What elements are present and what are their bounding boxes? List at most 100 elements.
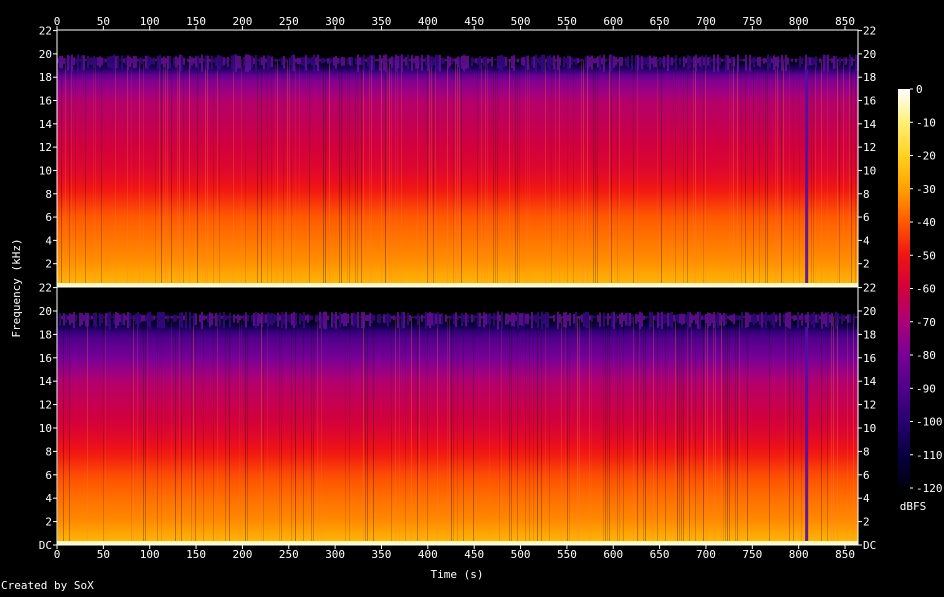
x-tick-label-bottom: 350 bbox=[372, 548, 392, 561]
y-tick-label-left: 8 bbox=[45, 188, 52, 201]
y-tick-label-right: 12 bbox=[863, 141, 876, 154]
x-tick-label-top: 750 bbox=[742, 15, 762, 28]
y-tick-label-right: 20 bbox=[863, 48, 876, 61]
y-tick-label-left: 4 bbox=[45, 234, 52, 247]
x-axis-label: Time (s) bbox=[431, 568, 484, 581]
y-tick-label-left: 16 bbox=[39, 352, 52, 365]
x-tick-label-top: 150 bbox=[186, 15, 206, 28]
y-tick-label-left: 10 bbox=[39, 164, 52, 177]
y-tick-label-right: 6 bbox=[863, 469, 870, 482]
x-tick-label-bottom: 200 bbox=[232, 548, 252, 561]
y-tick-label-left: 22 bbox=[39, 282, 52, 295]
x-tick-label-bottom: 750 bbox=[742, 548, 762, 561]
y-tick-label-right: 22 bbox=[863, 282, 876, 295]
colorbar-tick-label: -100 bbox=[916, 416, 943, 429]
y-tick-label-right: 2 bbox=[863, 258, 870, 271]
y-tick-label-left: 10 bbox=[39, 422, 52, 435]
y-tick-label-right: 12 bbox=[863, 399, 876, 412]
dc-line bbox=[57, 541, 858, 545]
y-axis-label: Frequency (kHz) bbox=[10, 238, 23, 337]
x-tick-label-bottom: 250 bbox=[279, 548, 299, 561]
x-tick-label-top: 700 bbox=[696, 15, 716, 28]
colorbar-tick-label: -40 bbox=[916, 216, 936, 229]
y-tick-label-right: 10 bbox=[863, 422, 876, 435]
x-tick-label-bottom: 800 bbox=[789, 548, 809, 561]
y-tick-label-left: 20 bbox=[39, 305, 52, 318]
colorbar-tick-label: -10 bbox=[916, 116, 936, 129]
y-tick-label-right: 4 bbox=[863, 492, 870, 505]
dropout-streak bbox=[805, 327, 808, 541]
y-tick-label-right: 16 bbox=[863, 95, 876, 108]
x-tick-label-top: 300 bbox=[325, 15, 345, 28]
x-tick-label-top: 250 bbox=[279, 15, 299, 28]
x-tick-label-top: 200 bbox=[232, 15, 252, 28]
credit-text: Created by SoX bbox=[1, 579, 94, 592]
y-tick-label-right: 2 bbox=[863, 516, 870, 529]
spectrogram-channel-1 bbox=[57, 30, 859, 287]
dropout-streak bbox=[805, 70, 808, 283]
colorbar-tick-label: -20 bbox=[916, 150, 936, 163]
x-tick-label-bottom: 650 bbox=[650, 548, 670, 561]
x-tick-label-top: 0 bbox=[54, 15, 61, 28]
y-tick-label-left: 4 bbox=[45, 492, 52, 505]
dc-line bbox=[57, 283, 858, 287]
y-tick-label-left: 12 bbox=[39, 399, 52, 412]
y-tick-label-left: 2 bbox=[45, 516, 52, 529]
colorbar-label: dBFS bbox=[900, 500, 927, 513]
y-tick-label-left: 16 bbox=[39, 95, 52, 108]
y-tick-label-right: 20 bbox=[863, 305, 876, 318]
spectrogram-channel-2 bbox=[57, 287, 859, 545]
x-tick-label-top: 350 bbox=[372, 15, 392, 28]
colorbar-tick-label: -80 bbox=[916, 349, 936, 362]
x-tick-label-top: 800 bbox=[789, 15, 809, 28]
y-tick-label-right: 10 bbox=[863, 164, 876, 177]
x-tick-label-bottom: 400 bbox=[418, 548, 438, 561]
y-tick-label-right: 16 bbox=[863, 352, 876, 365]
x-tick-label-top: 450 bbox=[464, 15, 484, 28]
y-tick-label-right: 18 bbox=[863, 71, 876, 84]
colorbar-tick-label: -50 bbox=[916, 249, 936, 262]
x-tick-label-bottom: 450 bbox=[464, 548, 484, 561]
y-tick-label-left: 2 bbox=[45, 258, 52, 271]
y-tick-label-right: 14 bbox=[863, 375, 877, 388]
y-tick-label-right: 4 bbox=[863, 234, 870, 247]
x-tick-label-bottom: 150 bbox=[186, 548, 206, 561]
y-tick-label-right: 14 bbox=[863, 118, 877, 131]
x-tick-label-bottom: 0 bbox=[54, 548, 61, 561]
y-tick-label-right: DC bbox=[863, 539, 876, 552]
x-tick-label-bottom: 600 bbox=[603, 548, 623, 561]
x-tick-label-bottom: 850 bbox=[835, 548, 855, 561]
y-tick-label-left: 22 bbox=[39, 25, 52, 38]
x-tick-label-bottom: 700 bbox=[696, 548, 716, 561]
y-tick-label-left: 6 bbox=[45, 211, 52, 224]
x-tick-label-top: 850 bbox=[835, 15, 855, 28]
colorbar-tick-label: -70 bbox=[916, 316, 936, 329]
colorbar bbox=[898, 89, 910, 488]
colorbar-tick-label: -30 bbox=[916, 183, 936, 196]
y-tick-label-right: 22 bbox=[863, 25, 876, 38]
colorbar-tick-label: -110 bbox=[916, 449, 943, 462]
y-tick-label-left: 14 bbox=[39, 118, 53, 131]
x-tick-label-top: 550 bbox=[557, 15, 577, 28]
x-tick-label-top: 50 bbox=[97, 15, 110, 28]
y-tick-label-left: 6 bbox=[45, 469, 52, 482]
x-tick-label-bottom: 550 bbox=[557, 548, 577, 561]
y-tick-label-left: 12 bbox=[39, 141, 52, 154]
y-tick-label-left: 18 bbox=[39, 71, 52, 84]
y-tick-label-right: 8 bbox=[863, 445, 870, 458]
x-tick-label-bottom: 500 bbox=[511, 548, 531, 561]
x-tick-label-top: 600 bbox=[603, 15, 623, 28]
x-tick-label-bottom: 300 bbox=[325, 548, 345, 561]
x-tick-label-top: 100 bbox=[140, 15, 160, 28]
colorbar-tick-label: -60 bbox=[916, 283, 936, 296]
x-tick-label-top: 400 bbox=[418, 15, 438, 28]
y-tick-label-right: 6 bbox=[863, 211, 870, 224]
x-tick-label-top: 650 bbox=[650, 15, 670, 28]
x-tick-label-bottom: 100 bbox=[140, 548, 160, 561]
x-tick-label-top: 500 bbox=[511, 15, 531, 28]
x-tick-label-bottom: 50 bbox=[97, 548, 110, 561]
y-tick-label-left: DC bbox=[39, 539, 52, 552]
colorbar-tick-label: -90 bbox=[916, 382, 936, 395]
